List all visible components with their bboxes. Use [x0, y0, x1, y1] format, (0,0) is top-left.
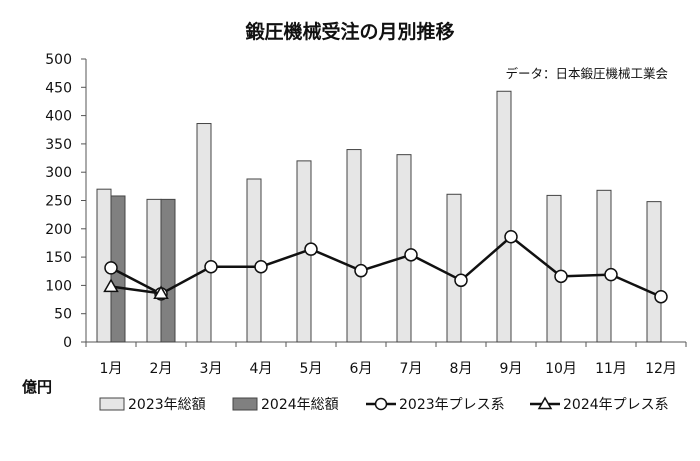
y-tick-label: 500	[45, 52, 72, 68]
point-2023-press	[504, 229, 518, 244]
x-tick-label: 4月	[250, 361, 273, 377]
bar-2023-total	[646, 201, 662, 343]
bar-2023-total	[596, 189, 612, 343]
point-2023-press	[104, 261, 118, 275]
x-tick-label: 11月	[595, 361, 627, 377]
x-tick-label: 7月	[400, 361, 423, 377]
x-tick-label: 1月	[100, 361, 123, 377]
y-axis-unit-label: 億円	[22, 378, 52, 396]
point-2023-press	[404, 248, 418, 262]
point-2023-press	[354, 263, 368, 278]
x-tick-label: 9月	[500, 361, 523, 377]
point-2023-press	[554, 269, 568, 284]
point-2023-press	[654, 289, 668, 304]
legend-item: 2024年総額	[232, 397, 339, 413]
chart-title: 鍛圧機械受注の月別推移	[245, 20, 454, 43]
y-tick-label: 250	[45, 194, 72, 210]
bar-2023-total	[546, 194, 562, 343]
point-2023-press	[254, 259, 268, 274]
y-tick-label: 300	[45, 165, 72, 181]
legend-marker-circle	[374, 397, 388, 411]
bar-2024-total	[160, 198, 176, 343]
point-2023-press	[204, 259, 218, 274]
line-2024-press	[110, 285, 162, 295]
point-2024-press	[103, 278, 119, 293]
legend-label: 2024年プレス系	[563, 397, 669, 413]
legend: 2023年総額 2024年総額 2023年プレス系 2024年プレス系	[99, 396, 669, 413]
line-2023-press	[110, 235, 662, 298]
x-tick-label: 10月	[545, 361, 577, 377]
y-tick-label: 450	[45, 80, 72, 96]
bar-2023-total	[196, 123, 212, 343]
y-tick-label: 200	[45, 222, 72, 238]
y-tick-label: 350	[45, 137, 72, 153]
line-layer	[103, 229, 668, 304]
x-tick-label: 2月	[150, 361, 173, 377]
bar-2023-total	[396, 154, 412, 343]
bar-2023-total	[146, 198, 162, 343]
legend-swatch	[232, 397, 258, 411]
bar-2023-total	[496, 90, 512, 343]
legend-label: 2023年プレス系	[399, 397, 505, 413]
axis-layer: 0 50 100 150 200 250 300 350 400 450 500 1月 2月 3月 4月 5月…	[45, 52, 687, 377]
y-tick-label: 0	[63, 335, 72, 351]
x-tick-label: 12月	[645, 361, 677, 377]
bar-2023-total	[446, 193, 462, 343]
y-tick-label: 50	[54, 307, 72, 323]
legend-item: 2023年プレス系	[366, 397, 505, 413]
legend-marker-triangle	[537, 396, 553, 410]
y-tick-label: 400	[45, 109, 72, 125]
point-2024-press	[153, 285, 169, 299]
y-tick-label: 150	[45, 250, 72, 266]
bar-layer	[96, 90, 662, 343]
legend-label: 2023年総額	[128, 397, 206, 413]
y-tick-label: 100	[45, 278, 72, 294]
legend-swatch	[99, 397, 125, 411]
x-tick-label: 3月	[200, 361, 223, 377]
legend-item: 2023年総額	[99, 397, 206, 413]
x-tick-label: 6月	[350, 361, 373, 377]
legend-label: 2024年総額	[261, 397, 339, 413]
x-tick-label: 8月	[450, 361, 473, 377]
x-tick-label: 5月	[300, 361, 323, 377]
point-2023-press	[604, 267, 618, 282]
bar-2023-total	[346, 149, 362, 343]
source-note: データ：日本鍛圧機械工業会	[505, 66, 668, 81]
point-2023-press	[304, 242, 318, 256]
point-2023-press	[454, 273, 468, 288]
legend-item: 2024年プレス系	[530, 396, 669, 413]
